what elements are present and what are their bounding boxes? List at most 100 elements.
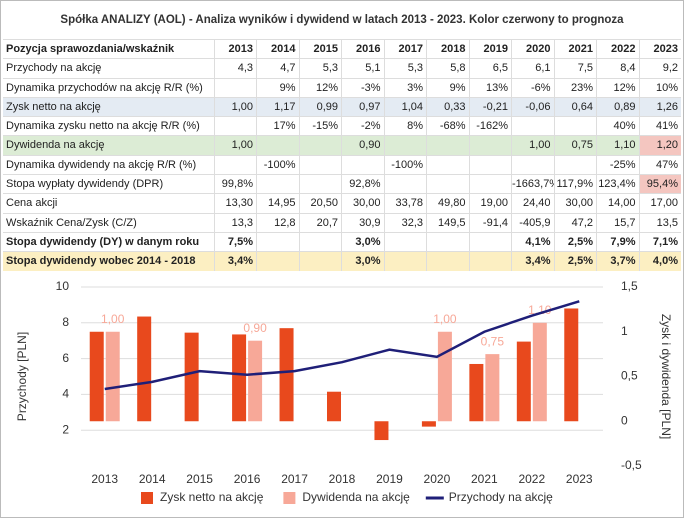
legend-swatch bbox=[141, 492, 153, 504]
legend-swatch bbox=[283, 492, 296, 504]
table-cell bbox=[298, 232, 342, 252]
x-tick-label: 2019 bbox=[376, 472, 403, 486]
table-cell: 4,7 bbox=[256, 59, 299, 78]
table-cell bbox=[468, 155, 512, 175]
table-cell: Dynamika przychodów na akcję R/R (%) bbox=[6, 81, 203, 94]
table-cell: -0,06 bbox=[511, 97, 554, 117]
table-cell: 4,3 bbox=[213, 59, 257, 78]
table-cell: 30,00 bbox=[341, 194, 384, 213]
y-tick-label: 2 bbox=[62, 422, 69, 436]
bar bbox=[564, 308, 579, 422]
table-cell: 0,64 bbox=[553, 97, 597, 117]
table-cell: -25% bbox=[596, 155, 639, 175]
bar bbox=[184, 332, 199, 422]
value-label: 0,90 bbox=[243, 321, 267, 335]
y-axis-label: Przychody [PLN] bbox=[15, 332, 29, 421]
table-cell bbox=[426, 155, 469, 175]
table-cell: -1663,7% bbox=[511, 175, 554, 194]
table-cell: 23% bbox=[553, 78, 597, 97]
table-cell: 12,8 bbox=[256, 213, 299, 232]
value-label: 1,10 bbox=[528, 303, 552, 317]
table-cell: 0,99 bbox=[298, 97, 342, 117]
y-tick-label: 6 bbox=[62, 351, 69, 365]
table-cell: 0,89 bbox=[596, 97, 639, 117]
y-tick-label: 4 bbox=[62, 387, 69, 401]
table-cell bbox=[511, 117, 554, 136]
table-cell: 2,5% bbox=[553, 252, 597, 271]
table-cell: 9% bbox=[426, 78, 469, 97]
table-cell: 0,90 bbox=[341, 136, 384, 155]
table-cell: 3,7% bbox=[596, 252, 639, 271]
table-cell: 117,9% bbox=[553, 175, 597, 194]
table-cell: 5,1 bbox=[341, 59, 384, 78]
table-cell bbox=[468, 232, 512, 252]
value-label: 1,00 bbox=[433, 312, 457, 326]
table-cell: 24,40 bbox=[511, 194, 554, 213]
table-cell: 2020 bbox=[511, 40, 554, 59]
y2-tick-label: 0,5 bbox=[621, 369, 638, 383]
table-cell bbox=[298, 252, 342, 271]
table-cell: 7,5% bbox=[213, 232, 257, 252]
table-cell: 20,50 bbox=[298, 194, 342, 213]
table-cell: 20,7 bbox=[298, 213, 342, 232]
table-cell: 12% bbox=[596, 78, 639, 97]
y2-axis-label: Zysk i dywidenda [PLN] bbox=[659, 314, 673, 439]
table-cell bbox=[298, 175, 342, 194]
table-row: Stopa wypłaty dywidendy (DPR) 99,8% 92,8% -… bbox=[3, 174, 681, 194]
table-cell: 14,00 bbox=[596, 194, 639, 213]
table-cell bbox=[298, 155, 342, 175]
table-cell: 5,3 bbox=[298, 59, 342, 78]
value-label: 0,75 bbox=[481, 334, 505, 348]
table-cell: -405,9 bbox=[511, 213, 554, 232]
table-cell: 33,78 bbox=[383, 194, 427, 213]
table-row: Zysk netto na akcję 1,00 1,17 0,99 0,97 1,04 0… bbox=[3, 96, 681, 117]
table-cell bbox=[256, 252, 299, 271]
table-cell bbox=[383, 175, 427, 194]
table-cell: 1,17 bbox=[256, 97, 299, 117]
table-cell: 3,0% bbox=[341, 252, 384, 271]
bar bbox=[374, 421, 389, 441]
table-cell: 47,2 bbox=[553, 213, 597, 232]
table-cell: 1,04 bbox=[383, 97, 427, 117]
table-cell: 17,00 bbox=[638, 194, 682, 213]
legend-label: Przychody na akcję bbox=[449, 490, 553, 504]
table-cell: 8,4 bbox=[596, 59, 639, 78]
bar bbox=[248, 340, 263, 422]
x-tick-label: 2021 bbox=[471, 472, 498, 486]
table-cell bbox=[426, 252, 469, 271]
table-cell: 3,4% bbox=[511, 252, 554, 271]
table-row: Cena akcji 13,30 14,95 20,50 30,00 33,78 49,80… bbox=[3, 193, 682, 213]
table-cell: Stopa dywidendy (DY) w danym roku bbox=[6, 235, 200, 248]
x-tick-label: 2023 bbox=[566, 472, 593, 486]
table-cell: 13,3 bbox=[213, 213, 257, 232]
table-cell: 92,8% bbox=[341, 175, 384, 194]
table-cell: -15% bbox=[298, 117, 342, 136]
table-row: Dynamika przychodów na akcję R/R (%) 9% 12… bbox=[3, 77, 681, 97]
y2-tick-label: 0 bbox=[621, 413, 628, 427]
table-cell: -162% bbox=[468, 117, 512, 136]
table-cell: 6,5 bbox=[468, 59, 512, 78]
table-cell bbox=[256, 136, 299, 155]
table-cell bbox=[298, 136, 342, 155]
table-cell: -100% bbox=[383, 155, 427, 175]
chart: 2 4 6 8 10 -0,5 0 0,5 1 1,5 Przychody [PLN] Zysk i … bbox=[15, 279, 673, 504]
bar bbox=[516, 341, 531, 422]
table-row: Stopa dywidendy (DY) w danym roku 7,5% 3,0… bbox=[3, 231, 682, 252]
table-cell: 4,1% bbox=[511, 232, 554, 252]
table-cell: 149,5 bbox=[426, 213, 469, 232]
table-cell: 30,9 bbox=[341, 213, 384, 232]
legend-label: Dywidenda na akcję bbox=[302, 490, 410, 504]
table-cell: 9% bbox=[256, 78, 299, 97]
table-cell: 1,10 bbox=[596, 136, 639, 155]
legend-label: Zysk netto na akcję bbox=[160, 490, 264, 504]
bar bbox=[421, 421, 436, 427]
table-cell: 47% bbox=[638, 155, 682, 175]
table-cell: 2023 bbox=[638, 40, 682, 59]
table-cell: 17% bbox=[256, 117, 299, 136]
table-cell: -68% bbox=[426, 117, 469, 136]
table-cell: Dywidenda na akcję bbox=[6, 139, 105, 152]
table-row: Przychody na akcję 4,3 4,7 5,3 5,1 5,3 5,8 6,5 6… bbox=[3, 58, 681, 78]
table-cell: -100% bbox=[256, 155, 299, 175]
table-cell: 7,1% bbox=[638, 232, 682, 252]
